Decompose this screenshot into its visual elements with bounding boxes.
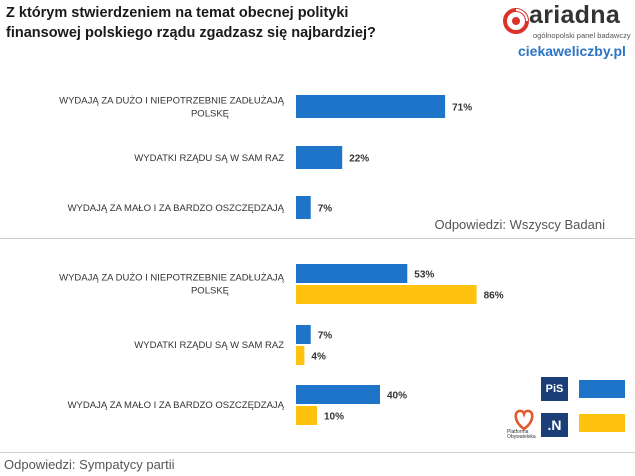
- legend-swatch-yellow: [579, 414, 625, 432]
- bar: [296, 385, 380, 404]
- n-logo-icon: .N: [541, 413, 568, 437]
- data-label: 71%: [452, 103, 472, 114]
- data-label: 53%: [414, 270, 434, 281]
- bar: [296, 196, 311, 219]
- data-label: 40%: [387, 391, 407, 402]
- category-label: WYDATKI RZĄDU SĄ W SAM RAZ: [134, 153, 284, 164]
- bottom-divider: [0, 452, 635, 453]
- category-label: WYDAJĄ ZA DUŻO I NIEPOTRZEBNIE ZADŁUŻAJĄ…: [59, 273, 285, 297]
- section-divider: [0, 238, 635, 239]
- category-label: WYDAJĄ ZA DUŻO I NIEPOTRZEBNIE ZADŁUŻAJĄ…: [59, 96, 285, 120]
- brand-name: ariadna: [529, 1, 621, 29]
- ariadna-logo-icon: [503, 8, 529, 34]
- brand-subtitle: ogólnopolski panel badawczy: [533, 31, 631, 40]
- bar: [296, 285, 477, 304]
- po-logo-icon: [514, 409, 534, 431]
- footnote-all: Odpowiedzi: Wszyscy Badani: [434, 217, 605, 232]
- bar: [296, 95, 446, 118]
- data-label: 4%: [311, 352, 326, 363]
- category-label: WYDAJĄ ZA MAŁO I ZA BARDZO OSZCZĘDZAJĄ: [68, 203, 285, 214]
- data-label: 22%: [349, 154, 369, 165]
- po-logo-text: Platforma Obywatelska: [507, 429, 536, 440]
- data-label: 86%: [484, 291, 504, 302]
- bar: [296, 146, 343, 169]
- pis-logo-icon: PiS: [541, 377, 568, 401]
- site-link[interactable]: ciekaweliczby.pl: [518, 43, 626, 59]
- bar: [296, 325, 311, 344]
- data-label: 10%: [324, 412, 344, 423]
- chart-title: Z którym stwierdzeniem na temat obecnej …: [6, 5, 376, 41]
- category-label: WYDAJĄ ZA MAŁO I ZA BARDZO OSZCZĘDZAJĄ: [68, 400, 285, 411]
- data-label: 7%: [318, 331, 333, 342]
- bar: [296, 346, 305, 365]
- footnote-parties: Odpowiedzi: Sympatycy partii: [4, 457, 175, 472]
- data-label: 7%: [318, 204, 333, 215]
- bar: [296, 264, 408, 283]
- bar: [296, 406, 317, 425]
- legend-swatch-blue: [579, 380, 625, 398]
- category-label: WYDATKI RZĄDU SĄ W SAM RAZ: [134, 340, 284, 351]
